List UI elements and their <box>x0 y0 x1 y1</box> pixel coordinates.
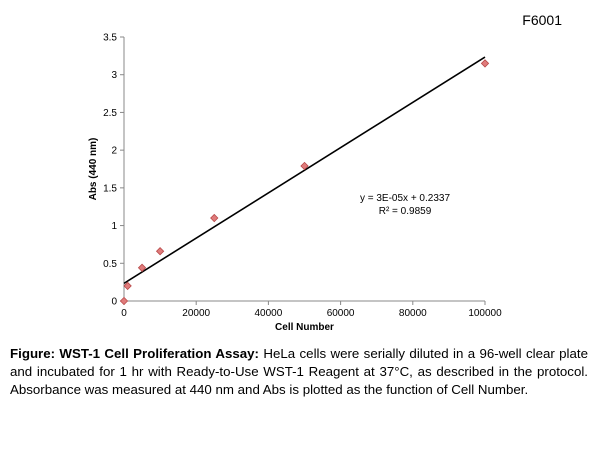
equation-label: y = 3E-05x + 0.2337 <box>360 193 451 204</box>
data-point <box>155 247 165 256</box>
x-tick-label: 80000 <box>399 308 427 319</box>
x-tick-label: 20000 <box>182 308 210 319</box>
data-point <box>210 213 219 223</box>
data-points <box>119 59 490 306</box>
y-axis-label: Abs (440 nm) <box>88 138 99 201</box>
caption-title: Figure: WST-1 Cell Proliferation Assay: <box>10 346 259 361</box>
chart-axes <box>123 37 485 302</box>
x-axis-label: Cell Number <box>275 322 334 333</box>
data-point <box>137 263 147 272</box>
y-tick-label: 1.5 <box>103 183 117 194</box>
y-tick-label: 0 <box>111 297 117 308</box>
y-tick-label: 1 <box>111 221 117 232</box>
y-tick-label: 2.5 <box>103 108 117 119</box>
y-tick-label: 2 <box>111 146 117 157</box>
x-tick-label: 40000 <box>254 308 282 319</box>
y-tick-label: 3 <box>111 70 117 81</box>
data-point <box>480 59 490 68</box>
trendline-group <box>123 56 486 285</box>
x-tick-label: 100000 <box>468 308 502 319</box>
data-point <box>119 296 129 306</box>
y-tick-label: 0.5 <box>103 259 117 270</box>
y-tick-label: 3.5 <box>103 33 117 44</box>
r-squared-label: R² = 0.9859 <box>379 206 432 217</box>
figure-caption: Figure: WST-1 Cell Proliferation Assay: … <box>10 345 588 399</box>
chart-ticks: 0 0.5 1 1.5 2 2.5 3 3.5 0 20000 40000 60000 80000 100… <box>103 33 502 320</box>
x-tick-label: 0 <box>121 308 127 319</box>
data-point <box>300 161 309 171</box>
trendline <box>123 56 486 285</box>
x-tick-label: 60000 <box>327 308 355 319</box>
product-code: F6001 <box>522 12 562 28</box>
chart: 0 0.5 1 1.5 2 2.5 3 3.5 0 20000 40000 60000 80000 100… <box>88 33 502 334</box>
data-point <box>123 281 132 291</box>
caption-text: HeLa cells were serially diluted in a 96… <box>10 346 588 397</box>
